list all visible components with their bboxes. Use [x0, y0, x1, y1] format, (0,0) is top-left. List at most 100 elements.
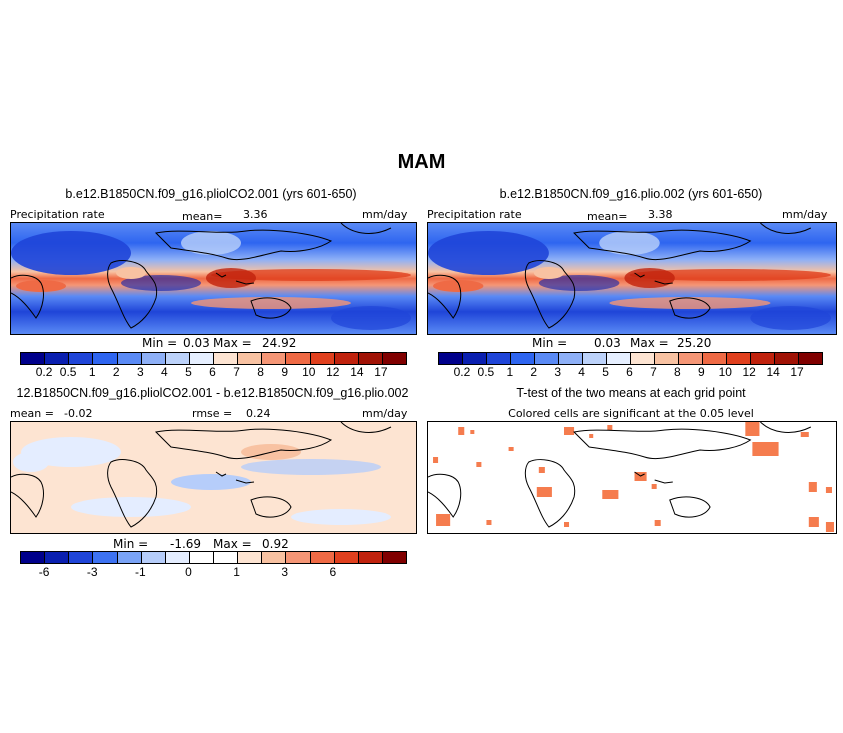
colorbar-bl-swatch — [141, 552, 166, 563]
panel-tr-variable-label: Precipitation rate — [427, 208, 522, 221]
colorbar-tr-swatch — [583, 353, 607, 364]
colorbar-tick-label: 12 — [742, 365, 756, 379]
panel-br-map — [427, 421, 837, 534]
colorbar-tr-swatch — [727, 353, 751, 364]
panel-tr-mean-label: mean= — [587, 210, 628, 223]
diff-field-bl — [11, 422, 416, 533]
colorbar-tick-label: 1 — [88, 365, 96, 379]
panel-tl-variable-label: Precipitation rate — [10, 208, 105, 221]
panel-tl-max-label: Max = — [213, 336, 252, 350]
colorbar-bl-swatch — [286, 552, 311, 563]
colorbar-bl-ticks: -6 -3 -1 0 1 3 6 — [20, 565, 405, 579]
colorbar-bl-swatch — [21, 552, 46, 563]
colorbar-tick-label: 6 — [329, 565, 337, 579]
colorbar-tr-swatch — [775, 353, 799, 364]
panel-bl-mean-value: -0.02 — [64, 407, 93, 420]
colorbar-tick-label: 5 — [185, 365, 192, 379]
panel-tr-mean-value: 3.38 — [648, 208, 673, 221]
panel-bl-map — [10, 421, 417, 534]
panel-bl-rmse-label: rmse = — [192, 407, 233, 420]
colorbar-tick-label: 17 — [790, 365, 804, 379]
colorbar-tick-label: 10 — [718, 365, 732, 379]
colorbar-tick-label: 17 — [374, 365, 388, 379]
colorbar-tick-label: 4 — [578, 365, 585, 379]
panel-tr-max-value: 25.20 — [677, 336, 712, 350]
colorbar-tick-label: 3 — [136, 365, 144, 379]
colorbar-tl-swatch — [358, 353, 383, 364]
colorbar-tl-ticks: 0.2 0.5 1 2 3 4 5 6 7 8 9 10 12 14 17 — [20, 365, 405, 379]
panel-tl-units: mm/day — [362, 208, 408, 221]
colorbar-bl — [20, 551, 407, 564]
colorbar-tr-swatch — [511, 353, 535, 364]
colorbar-tr-swatch — [607, 353, 631, 364]
colorbar-tick-label: 2 — [112, 365, 120, 379]
panel-br-title: T-test of the two means at each grid poi… — [516, 386, 746, 400]
colorbar-tl-swatch — [117, 353, 142, 364]
colorbar-tl — [20, 352, 407, 365]
colorbar-bl-swatch — [69, 552, 94, 563]
panel-tl-min-value: 0.03 — [183, 336, 210, 350]
colorbar-tr-ticks: 0.2 0.5 1 2 3 4 5 6 7 8 9 10 12 14 17 — [438, 365, 821, 379]
panel-tl-min-label: Min = — [142, 336, 178, 350]
colorbar-tr-swatch — [463, 353, 487, 364]
colorbar-tick-label: 6 — [626, 365, 633, 379]
colorbar-tick-label: 9 — [281, 365, 289, 379]
colorbar-tick-label: -3 — [86, 565, 98, 579]
colorbar-bl-swatch — [93, 552, 118, 563]
precip-field-tr — [428, 223, 836, 334]
colorbar-tl-swatch — [93, 353, 118, 364]
colorbar-bl-swatch — [334, 552, 359, 563]
colorbar-tick-label: 9 — [697, 365, 705, 379]
colorbar-tick-label: 2 — [530, 365, 538, 379]
colorbar-bl-swatch — [165, 552, 190, 563]
colorbar-tl-swatch — [262, 353, 287, 364]
colorbar-tl-swatch — [382, 353, 406, 364]
panel-tr-min-value: 0.03 — [594, 336, 621, 350]
colorbar-bl-swatch — [262, 552, 287, 563]
colorbar-tick-label: 1 — [506, 365, 514, 379]
panel-bl-mean-label: mean = — [10, 407, 54, 420]
colorbar-tick-label: 14 — [766, 365, 780, 379]
panel-tl-title: b.e12.B1850CN.f09_g16.pliolCO2.001 (yrs … — [65, 187, 357, 201]
colorbar-tick-label: 1 — [233, 565, 240, 579]
panel-bl-rmse-value: 0.24 — [246, 407, 271, 420]
colorbar-tick-label: 8 — [257, 365, 264, 379]
colorbar-tick-label: 12 — [326, 365, 340, 379]
colorbar-bl-swatch — [238, 552, 263, 563]
colorbar-tr-swatch — [631, 353, 655, 364]
colorbar-tr-swatch — [559, 353, 583, 364]
colorbar-tick-label: 6 — [209, 365, 216, 379]
panel-tr-max-label: Max = — [630, 336, 669, 350]
panel-bl-min-label: Min = — [113, 537, 149, 551]
panel-bl-units: mm/day — [362, 407, 408, 420]
panel-tr-min-label: Min = — [532, 336, 568, 350]
colorbar-tr — [438, 352, 823, 365]
panel-bl-max-label: Max = — [213, 537, 252, 551]
colorbar-tr-swatch — [703, 353, 727, 364]
colorbar-tick-label: 0 — [185, 565, 192, 579]
colorbar-tl-swatch — [45, 353, 70, 364]
colorbar-tick-label: 3 — [281, 565, 289, 579]
panel-bl-title: 12.B1850CN.f09_g16.pliolCO2.001 - b.e12.… — [16, 386, 409, 400]
panel-tr-map — [427, 222, 837, 335]
panel-br-subtitle: Colored cells are significant at the 0.0… — [508, 407, 754, 420]
colorbar-tick-label: 0.2 — [35, 365, 53, 379]
colorbar-tick-label: 10 — [302, 365, 316, 379]
colorbar-tick-label: 5 — [602, 365, 609, 379]
panel-tl-max-value: 24.92 — [262, 336, 297, 350]
panel-bl-max-value: 0.92 — [262, 537, 289, 551]
precip-field-tl — [11, 223, 416, 334]
ttest-field-br — [428, 422, 836, 533]
colorbar-tick-label: 7 — [650, 365, 657, 379]
panel-bl-min-value: -1.69 — [170, 537, 202, 551]
colorbar-tl-swatch — [286, 353, 311, 364]
colorbar-tr-swatch — [751, 353, 775, 364]
colorbar-tick-label: 8 — [674, 365, 681, 379]
colorbar-tick-label: 14 — [350, 365, 364, 379]
colorbar-bl-swatch — [45, 552, 70, 563]
colorbar-tick-label: 7 — [233, 365, 240, 379]
colorbar-tick-label: -6 — [38, 565, 50, 579]
colorbar-tr-swatch — [439, 353, 463, 364]
colorbar-tl-swatch — [334, 353, 359, 364]
colorbar-tl-swatch — [69, 353, 94, 364]
